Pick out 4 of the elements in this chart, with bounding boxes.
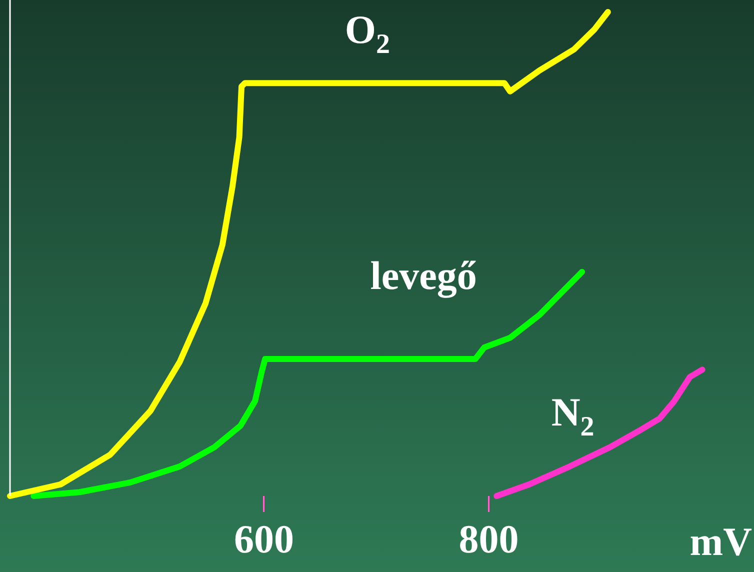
series-label: levegő <box>370 253 477 298</box>
x-tick-label: 800 <box>458 516 519 562</box>
x-tick-label: 600 <box>234 516 294 562</box>
x-axis-title: mV <box>690 519 752 564</box>
